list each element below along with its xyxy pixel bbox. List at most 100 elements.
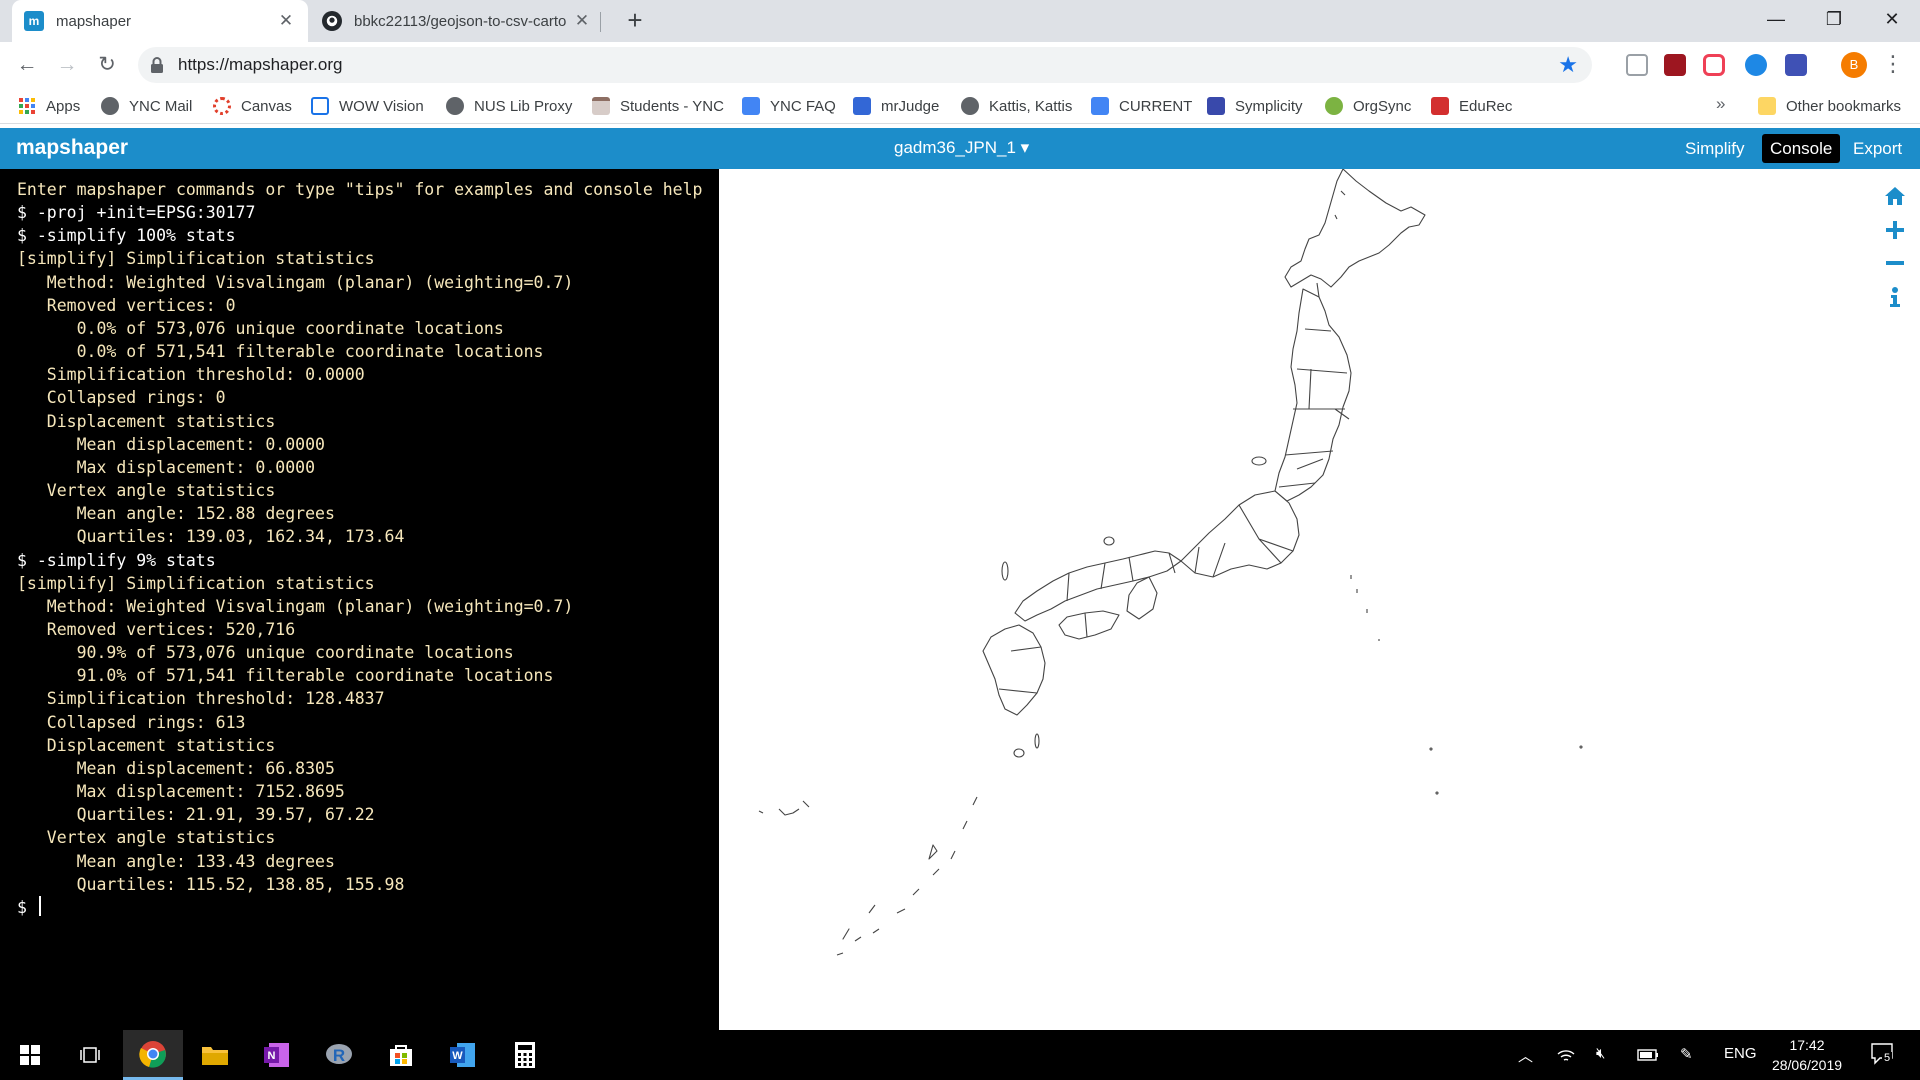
bookmark-mrjudge[interactable]: mrJudge: [853, 95, 939, 117]
console-output-line: Collapsed rings: 613: [17, 712, 246, 732]
console-panel[interactable]: Enter mapshaper commands or type "tips" …: [0, 169, 719, 1030]
wifi-icon[interactable]: [1556, 1046, 1576, 1064]
console-prompt: $: [17, 897, 37, 917]
reload-icon[interactable]: ↻: [98, 53, 116, 76]
islands-okinawa: [842, 844, 938, 940]
blue-circle-extension-icon[interactable]: [1745, 54, 1767, 76]
console-output-line: 90.9% of 573,076 unique coordinate locat…: [17, 643, 514, 663]
file-explorer-icon[interactable]: [185, 1030, 245, 1080]
store-icon[interactable]: [371, 1030, 431, 1080]
console-output-line: 0.0% of 571,541 filterable coordinate lo…: [17, 342, 544, 362]
calendar-icon: [592, 97, 610, 115]
forward-icon[interactable]: →: [56, 53, 78, 76]
region-tohoku: [1274, 288, 1352, 502]
word-icon[interactable]: W: [433, 1030, 493, 1080]
bookmark-label: Apps: [46, 97, 81, 115]
console-output-line: 0.0% of 573,076 unique coordinate locati…: [17, 318, 504, 338]
text-cursor: [38, 895, 41, 916]
other-bookmarks-label: Other bookmarks: [1786, 97, 1902, 115]
document-extension-icon[interactable]: [1626, 54, 1648, 76]
island-ogasawara: [1429, 747, 1433, 751]
start-icon[interactable]: [0, 1030, 60, 1080]
pen-icon[interactable]: ✎: [1680, 1046, 1693, 1063]
task-view-icon[interactable]: [60, 1030, 120, 1080]
region-kyushu: [982, 624, 1046, 716]
mapshaper-header: mapshaper gadm36_JPN_1 ▾ Simplify Consol…: [0, 128, 1920, 169]
bookmark-ync-mail[interactable]: YNC Mail: [101, 95, 192, 117]
show-hidden-icons[interactable]: ︿: [1518, 1048, 1534, 1065]
bookmark-label: CURRENT: [1119, 97, 1193, 115]
apps-grid-icon: [19, 98, 35, 114]
bookmark-label: OrgSync: [1353, 97, 1412, 115]
bookmark-kattis[interactable]: Kattis, Kattis: [961, 95, 1072, 117]
address-bar[interactable]: https://mapshaper.org ★: [138, 47, 1592, 83]
back-icon[interactable]: ←: [16, 53, 38, 76]
console-output: Enter mapshaper commands or type "tips" …: [17, 178, 719, 896]
minimize-button[interactable]: —: [1767, 9, 1785, 29]
japan-map[interactable]: [719, 169, 1920, 1030]
close-tab-icon[interactable]: ✕: [574, 11, 590, 30]
bookmark-canvas[interactable]: Canvas: [213, 95, 292, 117]
orgsync-icon: [1325, 97, 1343, 115]
search-extension-icon[interactable]: [1785, 54, 1807, 76]
tab-mapshaper[interactable]: m mapshaper ✕: [12, 0, 308, 42]
tab-github[interactable]: bbkc22113/geojson-to-csv-carto ✕: [310, 0, 604, 42]
mendeley-extension-icon[interactable]: [1664, 54, 1686, 76]
calculator-icon[interactable]: [495, 1030, 555, 1080]
tab-title: mapshaper: [56, 12, 132, 30]
bookmark-apps[interactable]: Apps: [18, 95, 80, 117]
bookmark-symplicity[interactable]: Symplicity: [1207, 95, 1303, 117]
new-tab-button[interactable]: +: [627, 5, 643, 35]
bookmarks-bar: Apps YNC Mail Canvas WOW Vision NUS Lib …: [0, 88, 1920, 124]
bookmark-label: YNC FAQ: [770, 97, 836, 115]
close-window-button[interactable]: ✕: [1884, 9, 1900, 29]
bookmark-ync-faq[interactable]: YNC FAQ: [742, 95, 836, 117]
region-kii: [1126, 576, 1158, 620]
language-indicator[interactable]: ENG: [1724, 1045, 1757, 1062]
pocket-extension-icon[interactable]: [1703, 54, 1725, 76]
console-command-line: $ -simplify 100% stats: [17, 226, 236, 246]
maximize-button[interactable]: ❐: [1825, 9, 1843, 29]
bookmark-wow-vision[interactable]: WOW Vision: [311, 95, 424, 117]
map-canvas[interactable]: [719, 169, 1920, 1030]
console-output-line: Simplification threshold: 128.4837: [17, 689, 385, 709]
zoom-out-icon[interactable]: [1882, 250, 1908, 276]
console-command-line: $ -proj +init=EPSG:30177: [17, 203, 256, 223]
close-tab-icon[interactable]: ✕: [278, 11, 294, 30]
bookmarks-overflow-button[interactable]: »: [1716, 94, 1726, 113]
console-output-line: Simplification threshold: 0.0000: [17, 365, 365, 385]
other-bookmarks[interactable]: Other bookmarks: [1758, 95, 1901, 117]
bookmark-label: Students - YNC: [620, 97, 724, 115]
info-icon[interactable]: [1882, 284, 1908, 310]
bookmark-edurec[interactable]: EduRec: [1431, 95, 1512, 117]
console-button[interactable]: Console: [1762, 134, 1841, 163]
volume-muted-icon[interactable]: 🔇︎: [1596, 1045, 1606, 1062]
console-input[interactable]: $: [17, 895, 719, 919]
bookmark-current[interactable]: CURRENT: [1091, 95, 1192, 117]
clock[interactable]: 17:42 28/06/2019: [1762, 1035, 1852, 1075]
bookmark-star-icon[interactable]: ★: [1558, 52, 1578, 77]
bookmark-students-ync[interactable]: Students - YNC: [592, 95, 724, 117]
github-favicon: [322, 11, 342, 31]
island-sado: [1251, 456, 1267, 466]
region-kinki-chugoku: [1014, 550, 1182, 622]
home-icon[interactable]: [1882, 183, 1908, 209]
layer-selector[interactable]: gadm36_JPN_1 ▾: [894, 138, 1030, 157]
browser-toolbar: ← → ↻ https://mapshaper.org ★ B ⋮: [0, 42, 1920, 88]
onenote-icon[interactable]: N: [247, 1030, 307, 1080]
r-icon[interactable]: R: [309, 1030, 369, 1080]
simplify-button[interactable]: Simplify: [1685, 139, 1745, 158]
bookmark-orgsync[interactable]: OrgSync: [1325, 95, 1411, 117]
region-chubu-kanto: [1180, 490, 1300, 578]
chrome-icon[interactable]: [123, 1030, 183, 1080]
prefecture-borders: [998, 282, 1350, 694]
island-oki: [1103, 536, 1115, 546]
bookmark-nus-lib-proxy[interactable]: NUS Lib Proxy: [446, 95, 572, 117]
export-button[interactable]: Export: [1853, 139, 1903, 158]
notifications-icon[interactable]: 5: [1870, 1042, 1896, 1070]
zoom-in-icon[interactable]: [1882, 217, 1908, 243]
battery-icon[interactable]: [1637, 1049, 1659, 1061]
profile-avatar[interactable]: B: [1841, 52, 1867, 78]
menu-kebab-icon[interactable]: ⋮: [1882, 51, 1904, 76]
island-tsushima: [1001, 561, 1009, 581]
